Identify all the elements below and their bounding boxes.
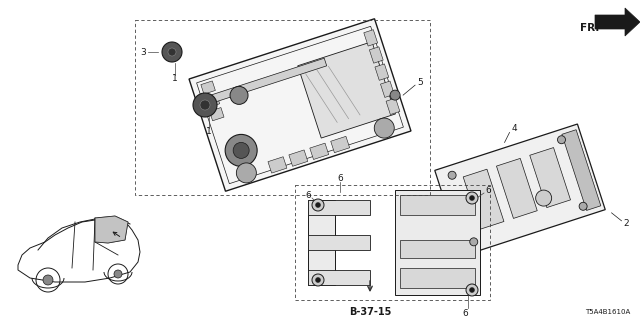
Polygon shape	[268, 157, 287, 173]
Circle shape	[114, 270, 122, 278]
Circle shape	[316, 277, 321, 283]
Polygon shape	[298, 42, 396, 138]
Circle shape	[312, 274, 324, 286]
Circle shape	[43, 275, 53, 285]
Text: 5: 5	[417, 78, 423, 87]
Circle shape	[316, 203, 321, 207]
Polygon shape	[331, 136, 349, 153]
Polygon shape	[400, 195, 475, 215]
Text: 4: 4	[512, 124, 517, 133]
Circle shape	[312, 199, 324, 211]
Polygon shape	[463, 169, 504, 229]
Circle shape	[236, 163, 257, 183]
Text: B-37-15: B-37-15	[349, 307, 391, 317]
Circle shape	[162, 42, 182, 62]
Circle shape	[168, 48, 176, 56]
Polygon shape	[310, 143, 329, 159]
Text: 1: 1	[172, 74, 178, 83]
Circle shape	[536, 190, 552, 206]
Circle shape	[233, 142, 249, 158]
Circle shape	[470, 238, 477, 246]
Polygon shape	[386, 98, 400, 115]
Text: FR.: FR.	[580, 23, 600, 33]
Polygon shape	[400, 268, 475, 288]
Polygon shape	[205, 94, 220, 108]
Polygon shape	[435, 124, 605, 256]
Polygon shape	[308, 200, 335, 285]
Text: 1: 1	[206, 126, 212, 135]
Polygon shape	[400, 240, 475, 258]
Circle shape	[466, 192, 478, 204]
Circle shape	[193, 93, 217, 117]
Text: 2: 2	[624, 219, 629, 228]
Text: 6: 6	[485, 186, 491, 195]
Circle shape	[374, 118, 394, 138]
Circle shape	[470, 287, 474, 292]
Text: 6: 6	[305, 190, 311, 199]
Polygon shape	[308, 270, 370, 285]
Polygon shape	[595, 8, 640, 36]
Polygon shape	[289, 150, 308, 166]
Circle shape	[466, 284, 478, 296]
Text: 6: 6	[462, 309, 468, 318]
Polygon shape	[364, 30, 378, 46]
Circle shape	[225, 134, 257, 166]
Circle shape	[470, 196, 474, 201]
Polygon shape	[381, 81, 394, 97]
Circle shape	[200, 100, 210, 110]
Polygon shape	[189, 19, 411, 191]
Polygon shape	[497, 158, 537, 219]
Polygon shape	[207, 58, 326, 104]
Polygon shape	[201, 81, 215, 94]
Polygon shape	[562, 130, 601, 211]
Circle shape	[579, 202, 587, 210]
Polygon shape	[209, 108, 224, 121]
Text: 3: 3	[140, 47, 146, 57]
Polygon shape	[95, 216, 128, 243]
Polygon shape	[395, 190, 480, 295]
Polygon shape	[375, 64, 388, 80]
Polygon shape	[530, 148, 570, 208]
Polygon shape	[369, 47, 383, 63]
Circle shape	[448, 171, 456, 179]
Text: T5A4B1610A: T5A4B1610A	[585, 309, 630, 315]
Circle shape	[230, 86, 248, 104]
Polygon shape	[95, 216, 128, 243]
Circle shape	[390, 90, 400, 100]
Circle shape	[557, 136, 566, 144]
Text: 6: 6	[337, 173, 343, 182]
Polygon shape	[308, 235, 370, 250]
Polygon shape	[308, 200, 370, 215]
